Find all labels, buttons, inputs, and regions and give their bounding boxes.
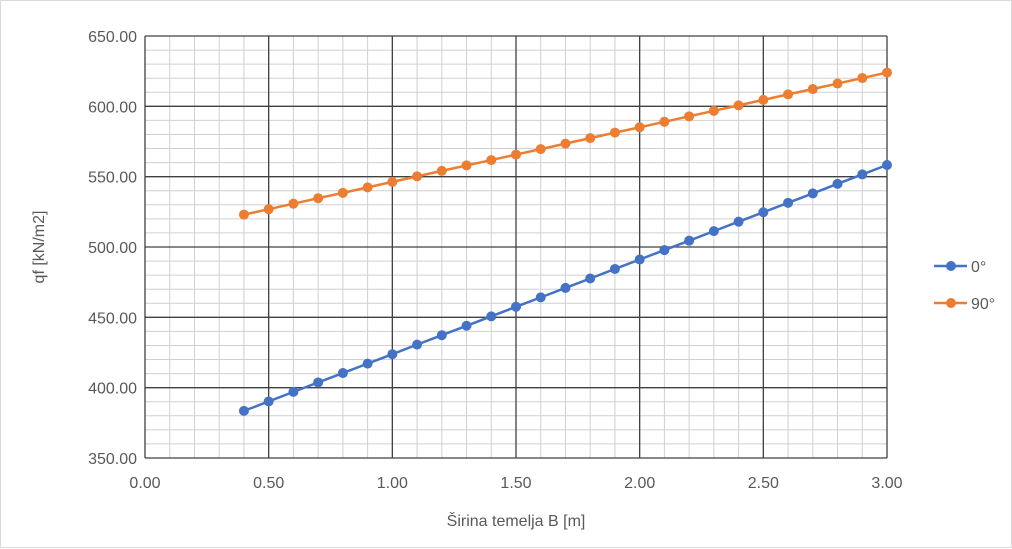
legend-label: 90° (971, 296, 995, 313)
x-tick-label: 2.00 (624, 475, 655, 492)
major-gridlines (144, 35, 888, 459)
legend-marker (946, 298, 956, 308)
data-point (882, 67, 892, 78)
data-point (535, 144, 546, 155)
data-point (387, 176, 398, 187)
data-point (337, 187, 348, 198)
y-tick-label: 500.00 (88, 240, 137, 257)
data-point (585, 133, 596, 144)
data-point (832, 78, 843, 89)
data-point (783, 89, 794, 100)
y-tick-label: 400.00 (88, 381, 137, 398)
data-point (362, 358, 373, 369)
x-tick-label: 1.00 (377, 475, 408, 492)
data-point (436, 330, 447, 341)
x-tick-label: 0.50 (253, 475, 284, 492)
data-point (560, 138, 571, 149)
data-point (511, 301, 521, 312)
data-point (337, 368, 348, 379)
data-point (560, 282, 571, 293)
data-point (832, 178, 843, 189)
data-point (758, 94, 769, 105)
data-point (783, 197, 794, 208)
y-tick-label: 350.00 (88, 451, 137, 468)
x-tick-label: 0.00 (129, 475, 160, 492)
data-point (609, 263, 620, 274)
data-point (882, 159, 892, 170)
legend-item: 0° (934, 259, 986, 276)
data-point (609, 127, 620, 138)
data-point (461, 320, 472, 331)
y-tick-label: 550.00 (88, 170, 137, 187)
y-axis-title: qf [kN/m2] (31, 211, 48, 284)
data-point (288, 386, 299, 397)
data-point (634, 122, 645, 133)
data-point (461, 160, 472, 171)
data-point (708, 105, 719, 116)
x-axis-tick-labels: 0.00 0.50 1.00 1.50 2.00 2.50 3.00 (129, 475, 902, 492)
x-tick-label: 1.50 (500, 475, 531, 492)
data-point (238, 405, 249, 416)
data-point (412, 171, 423, 182)
data-point (387, 349, 398, 360)
data-point (486, 155, 497, 166)
series-blue (238, 159, 892, 416)
data-point (288, 198, 299, 209)
legend: 0° 90° (934, 259, 995, 313)
data-point (807, 84, 818, 95)
y-axis-tick-labels: 350.00 400.00 450.00 500.00 550.00 600.00 650.… (88, 29, 137, 468)
data-point (511, 149, 521, 160)
x-axis-title: Širina temelja B [m] (447, 511, 586, 530)
data-point (585, 273, 596, 284)
data-point (313, 193, 324, 204)
data-point (733, 216, 744, 227)
legend-label: 0° (971, 259, 986, 276)
data-point (659, 116, 670, 127)
legend-item: 90° (934, 296, 995, 313)
data-point (436, 165, 447, 176)
data-point (634, 254, 645, 265)
data-point (684, 235, 695, 246)
data-point (659, 245, 670, 256)
data-point (412, 339, 423, 350)
x-tick-label: 3.00 (871, 475, 902, 492)
x-tick-label: 2.50 (748, 475, 779, 492)
data-point (684, 111, 695, 122)
data-point (486, 311, 497, 322)
data-point (708, 226, 719, 237)
y-tick-label: 600.00 (88, 99, 137, 116)
data-point (857, 169, 868, 180)
y-tick-label: 650.00 (88, 29, 137, 46)
data-point (263, 204, 274, 215)
data-point (857, 73, 868, 84)
data-point (807, 188, 818, 199)
data-point (263, 396, 274, 407)
data-point (758, 207, 769, 218)
legend-marker (946, 261, 956, 271)
y-tick-label: 450.00 (88, 310, 137, 327)
data-point (313, 377, 324, 388)
series-layer (238, 67, 892, 416)
data-point (535, 292, 546, 303)
data-point (733, 100, 744, 111)
series-orange (238, 67, 892, 220)
data-point (362, 182, 373, 193)
data-point (238, 209, 249, 220)
